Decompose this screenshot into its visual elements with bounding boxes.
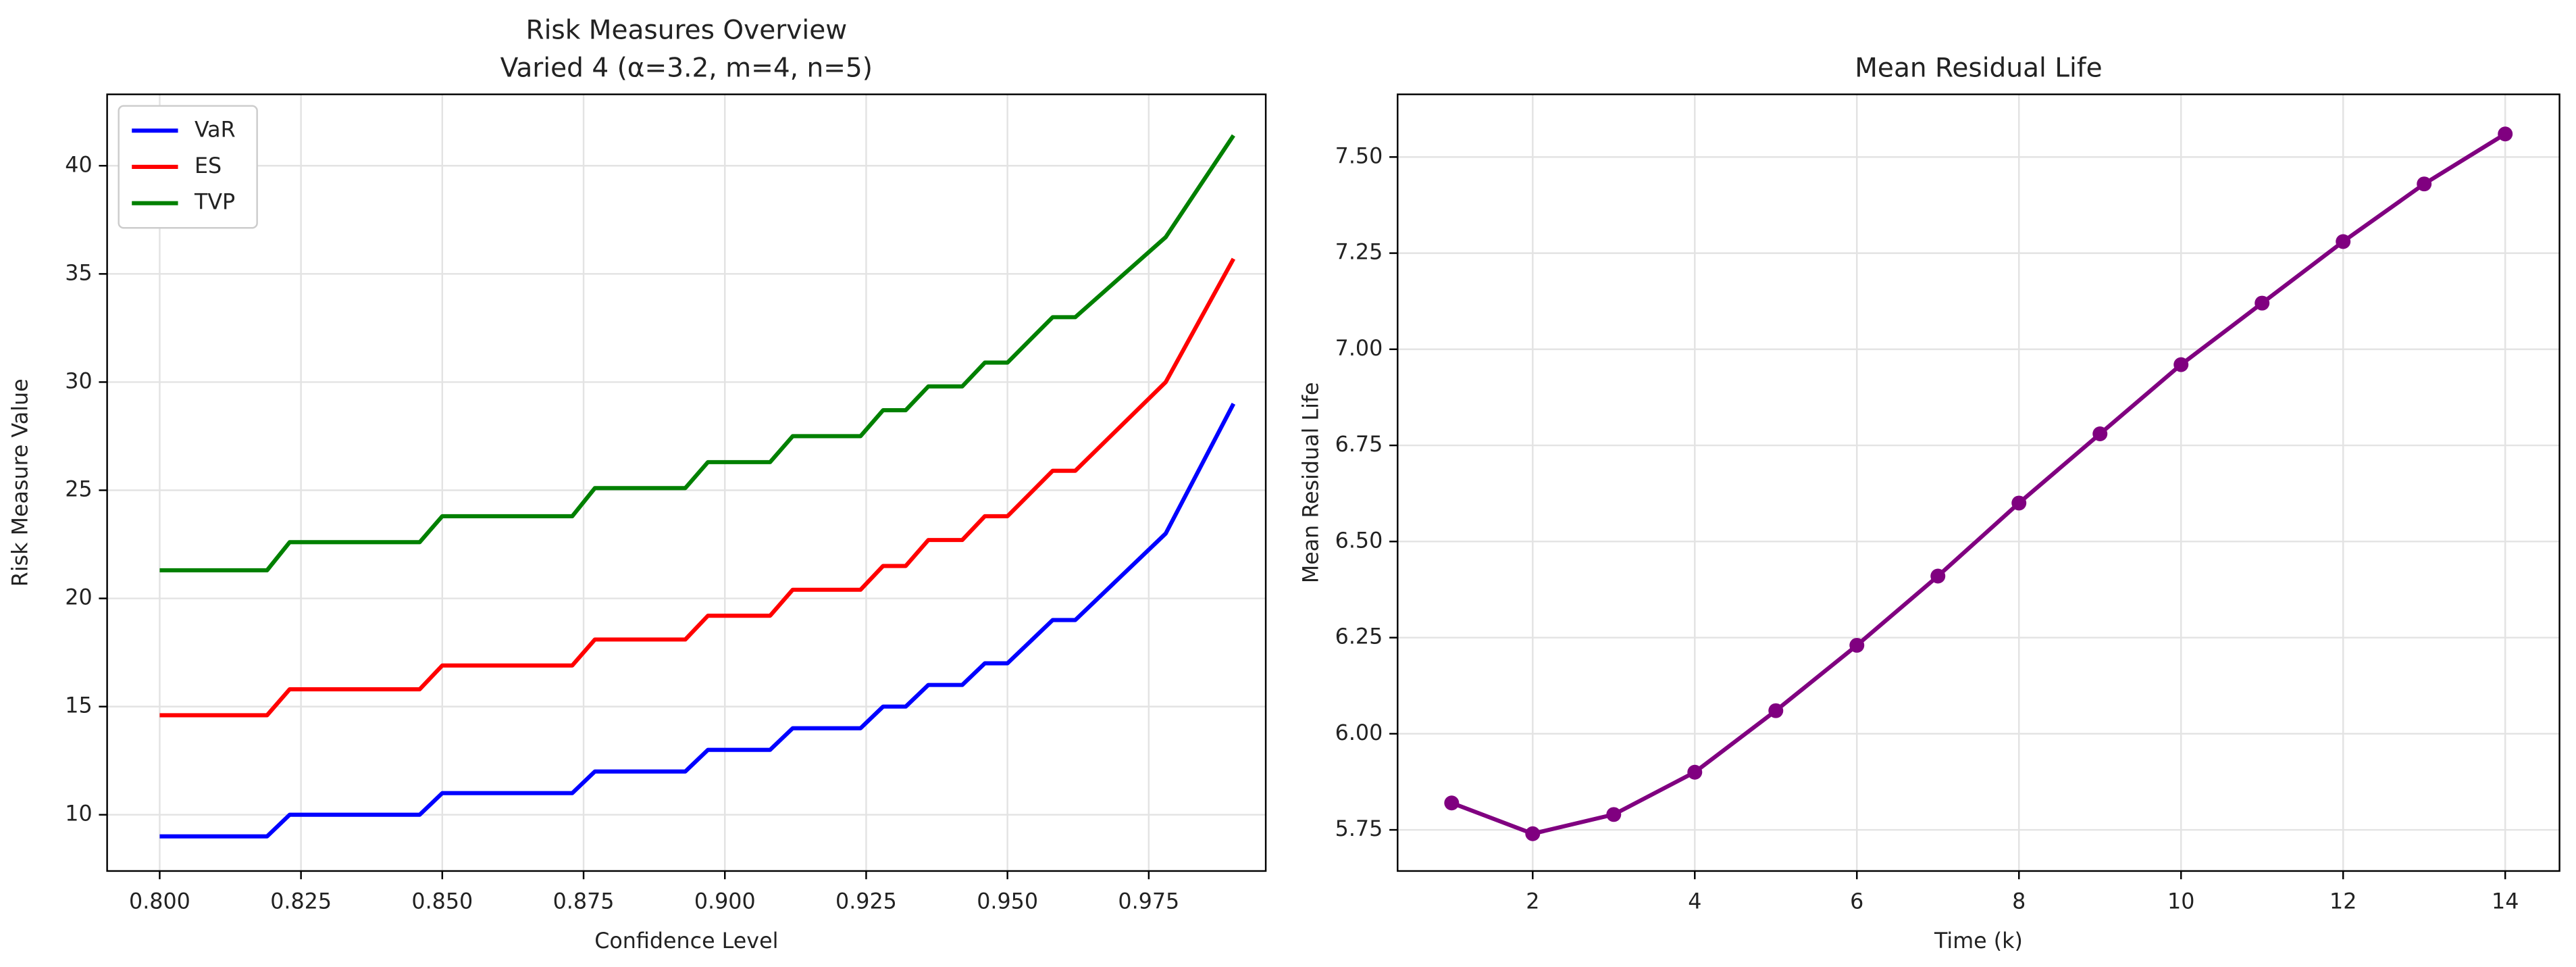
y-tick-label: 6.50 (1335, 528, 1383, 553)
y-tick-label: 35 (65, 261, 92, 285)
x-tick-label: 0.925 (835, 889, 897, 914)
data-point (1606, 807, 1622, 822)
plot-frame (106, 93, 1267, 872)
data-point (2498, 126, 2513, 142)
data-point (2417, 176, 2432, 192)
y-tick-label: 20 (65, 586, 92, 610)
data-point (1687, 764, 1703, 780)
plot-frame (1397, 93, 2560, 872)
x-axis-label: Confidence Level (594, 929, 778, 953)
x-tick-label: 14 (2492, 889, 2519, 914)
data-point (1849, 637, 1865, 653)
chart-title: Risk Measures Overview (525, 15, 847, 45)
x-tick-label: 0.900 (694, 889, 756, 914)
data-point (1930, 568, 1946, 584)
x-tick-label: 0.800 (129, 889, 190, 914)
x-tick-label: 4 (1688, 889, 1701, 914)
x-tick-label: 6 (1850, 889, 1863, 914)
data-point (2011, 495, 2027, 511)
series-line (1451, 132, 2506, 836)
x-tick-label: 0.950 (977, 889, 1038, 914)
x-tick-label: 0.850 (411, 889, 473, 914)
y-tick-label: 6.25 (1335, 625, 1383, 649)
x-tick-label: 8 (2012, 889, 2026, 914)
series-line (159, 134, 1235, 572)
data-point (2173, 357, 2189, 372)
y-tick-label: 6.00 (1335, 721, 1383, 745)
data-point (2092, 426, 2108, 442)
y-tick-label: 25 (65, 477, 92, 501)
y-tick-label: 7.50 (1335, 144, 1383, 168)
y-tick-label: 6.75 (1335, 432, 1383, 457)
legend-label: ES (195, 154, 222, 178)
y-tick-label: 7.00 (1335, 337, 1383, 361)
data-point (1525, 826, 1541, 841)
y-tick-label: 40 (65, 153, 92, 177)
y-axis-label: Risk Measure Value (9, 378, 33, 587)
series-line (159, 403, 1236, 839)
data-point (1444, 795, 1460, 811)
x-tick-label: 0.875 (553, 889, 615, 914)
series-line (159, 257, 1236, 718)
legend-box (118, 105, 258, 229)
y-tick-label: 10 (65, 802, 92, 826)
y-tick-label: 7.25 (1335, 241, 1383, 265)
y-tick-label: 5.75 (1335, 817, 1383, 841)
y-tick-label: 30 (65, 369, 92, 393)
x-tick-label: 12 (2329, 889, 2356, 914)
y-tick-label: 15 (65, 694, 92, 718)
legend-label: TVP (194, 191, 235, 215)
y-axis-label: Mean Residual Life (1299, 382, 1323, 583)
x-tick-label: 0.825 (270, 889, 332, 914)
data-point (1768, 703, 1784, 718)
data-point (2255, 295, 2270, 311)
x-tick-label: 0.975 (1118, 889, 1179, 914)
chart-subtitle: Varied 4 (α=3.2, m=4, n=5) (500, 53, 873, 84)
data-point (2336, 234, 2351, 249)
chart-title: Mean Residual Life (1855, 53, 2102, 84)
x-tick-label: 2 (1526, 889, 1539, 914)
x-axis-label: Time (k) (1934, 929, 2023, 953)
x-tick-label: 10 (2167, 889, 2194, 914)
legend-label: VaR (195, 118, 236, 142)
